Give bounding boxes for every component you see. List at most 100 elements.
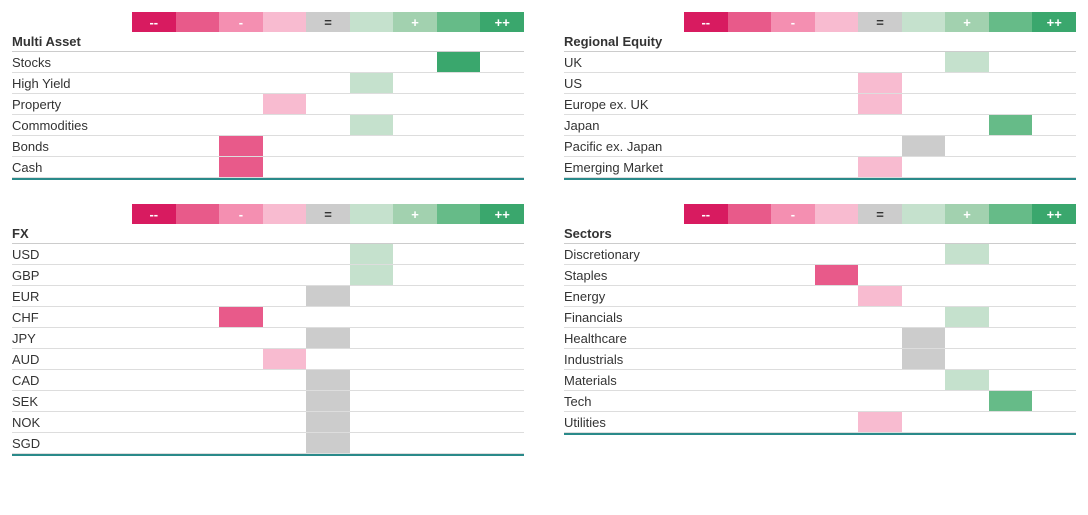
grid-cell <box>945 349 989 369</box>
table-row: Healthcare <box>564 328 1076 349</box>
grid-cell <box>263 370 307 390</box>
grid-cell <box>437 244 481 264</box>
row-label: Pacific ex. Japan <box>564 136 684 156</box>
grid-cell <box>132 73 176 93</box>
scale-cell <box>350 12 394 32</box>
grid-cell <box>437 265 481 285</box>
grid-cell <box>684 136 728 156</box>
grid-cell <box>393 286 437 306</box>
grid-cell <box>306 349 350 369</box>
grid-cell <box>350 265 394 285</box>
grid-cell <box>815 244 859 264</box>
grid-cell <box>132 94 176 114</box>
grid-cell <box>350 412 394 432</box>
grid-cell <box>480 115 524 135</box>
grid-cell <box>684 244 728 264</box>
grid-cell <box>902 244 946 264</box>
grid-cell <box>306 157 350 177</box>
scale-cell: = <box>858 204 902 224</box>
row-label: USD <box>12 244 132 264</box>
grid-cell <box>771 412 815 432</box>
grid-cell <box>1032 307 1076 327</box>
grid-cell <box>1032 136 1076 156</box>
grid-cell <box>437 307 481 327</box>
grid-cell <box>132 52 176 72</box>
grid-cell <box>306 412 350 432</box>
grid-cell <box>989 328 1033 348</box>
grid-cell <box>1032 391 1076 411</box>
grid-cell <box>132 328 176 348</box>
scale-header: ---=+++ <box>12 204 524 224</box>
row-label: EUR <box>12 286 132 306</box>
grid-cell <box>393 73 437 93</box>
grid-cell <box>219 286 263 306</box>
grid-cell <box>815 328 859 348</box>
row-label: Stocks <box>12 52 132 72</box>
grid-cell <box>989 244 1033 264</box>
grid-cell <box>263 307 307 327</box>
table-row: SGD <box>12 433 524 454</box>
grid-cell <box>771 370 815 390</box>
grid-cell <box>393 244 437 264</box>
grid-cell <box>945 244 989 264</box>
grid-cell <box>219 433 263 453</box>
grid-cell <box>350 52 394 72</box>
grid-cell <box>902 265 946 285</box>
scale-cell <box>176 12 220 32</box>
grid-cell <box>815 349 859 369</box>
row-label: Tech <box>564 391 684 411</box>
grid-cell <box>945 328 989 348</box>
grid-cell <box>815 307 859 327</box>
table-row: High Yield <box>12 73 524 94</box>
scale-header: ---=+++ <box>564 204 1076 224</box>
grid-cell <box>263 157 307 177</box>
panel-divider <box>12 454 524 456</box>
grid-cell <box>815 73 859 93</box>
grid-cell <box>393 94 437 114</box>
grid-cell <box>480 433 524 453</box>
table-row: Japan <box>564 115 1076 136</box>
scale-cell <box>176 204 220 224</box>
grid-cell <box>945 73 989 93</box>
scale-cell: ++ <box>1032 204 1076 224</box>
scale-cell: - <box>219 12 263 32</box>
scale-cell: -- <box>132 12 176 32</box>
grid-cell <box>393 265 437 285</box>
grid-cell <box>176 433 220 453</box>
grid-cell <box>306 265 350 285</box>
grid-cell <box>306 73 350 93</box>
grid-cell <box>989 115 1033 135</box>
row-label: US <box>564 73 684 93</box>
row-label: SEK <box>12 391 132 411</box>
grid-cell <box>728 115 772 135</box>
panel-title: Sectors <box>564 224 1076 244</box>
grid-cell <box>176 157 220 177</box>
grid-cell <box>219 73 263 93</box>
grid-cell <box>263 94 307 114</box>
grid-cell <box>219 328 263 348</box>
grid-cell <box>858 115 902 135</box>
grid-cell <box>393 115 437 135</box>
grid-cell <box>728 73 772 93</box>
grid-cell <box>684 286 728 306</box>
grid-cell <box>219 94 263 114</box>
grid-cell <box>771 244 815 264</box>
grid-cell <box>306 244 350 264</box>
grid-cell <box>219 391 263 411</box>
table-row: US <box>564 73 1076 94</box>
grid-cell <box>1032 370 1076 390</box>
dashboard-grid: ---=+++Multi AssetStocksHigh YieldProper… <box>12 12 1076 456</box>
scale-spacer <box>564 204 684 224</box>
grid-cell <box>815 94 859 114</box>
grid-cell <box>945 307 989 327</box>
grid-cell <box>393 433 437 453</box>
table-row: Europe ex. UK <box>564 94 1076 115</box>
grid-cell <box>306 115 350 135</box>
grid-cell <box>176 307 220 327</box>
grid-cell <box>132 412 176 432</box>
grid-cell <box>393 349 437 369</box>
grid-cell <box>902 52 946 72</box>
table-row: Energy <box>564 286 1076 307</box>
table-row: AUD <box>12 349 524 370</box>
grid-cell <box>350 94 394 114</box>
